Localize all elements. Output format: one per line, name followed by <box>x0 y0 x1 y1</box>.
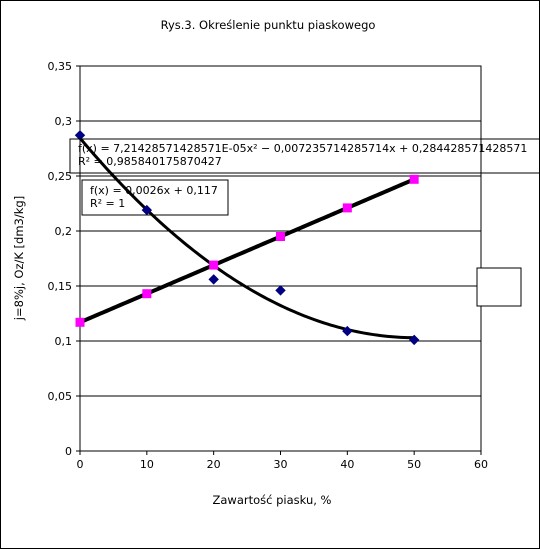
trendline-equation-2: f(x) = 0,0026x + 0,117 <box>90 184 218 197</box>
y-tick-label: 0,05 <box>48 390 73 403</box>
y-tick-label: 0,2 <box>55 225 73 238</box>
legend-box <box>476 267 522 307</box>
x-axis-label: Zawartość piasku, % <box>213 493 332 507</box>
y-tick-label: 0,1 <box>55 335 73 348</box>
data-point-square <box>142 289 152 299</box>
data-point-diamond <box>208 274 219 285</box>
x-tick-label: 50 <box>407 458 421 471</box>
plot-area <box>79 65 482 452</box>
x-tick-label: 40 <box>340 458 354 471</box>
data-point-diamond <box>342 325 353 337</box>
trendline-equation-1: f(x) = 7,21428571428571E-05x² − 0,007235… <box>78 142 527 155</box>
y-tick-label: 0,25 <box>48 170 73 183</box>
x-axis-ticks: 0 10 20 30 40 50 60 <box>77 451 488 471</box>
data-point-square <box>209 260 219 270</box>
data-point-diamond <box>74 130 86 141</box>
x-tick-label: 20 <box>207 458 221 471</box>
x-tick-label: 0 <box>77 458 84 471</box>
equation-box-2 <box>81 179 229 216</box>
data-point-diamond <box>408 334 420 346</box>
data-point-square <box>276 232 285 241</box>
chart-title: Rys.3. Określenie punktu piaskowego <box>161 18 376 32</box>
x-tick-label: 10 <box>140 458 154 471</box>
equation-box-1 <box>69 138 540 174</box>
x-tick-label: 60 <box>474 458 488 471</box>
y-tick-label: 0,35 <box>48 60 73 73</box>
trendline-r2-1: R² = 0,985840175870427 <box>78 155 222 168</box>
data-point-square <box>75 317 85 327</box>
y-tick-label: 0,3 <box>55 115 73 128</box>
y-axis-ticks: 0 0,05 0,1 0,15 0,2 0,25 0,3 0,35 <box>48 60 80 458</box>
data-point-square <box>342 203 352 213</box>
trendlines <box>78 137 415 340</box>
trendline-equations: f(x) = 7,21428571428571E-05x² − 0,007235… <box>69 138 540 216</box>
data-point-square <box>409 174 419 184</box>
trendline-1 <box>78 137 415 340</box>
y-tick-label: 0 <box>65 445 72 458</box>
x-tick-label: 30 <box>274 458 288 471</box>
trendline-2 <box>79 177 415 325</box>
data-point-diamond <box>275 285 286 296</box>
y-axis-label: j=8%j, Oz/K [dm3/kg] <box>12 196 26 321</box>
y-tick-label: 0,15 <box>48 280 73 293</box>
trendline-r2-2: R² = 1 <box>90 197 125 210</box>
data-points <box>74 130 420 346</box>
